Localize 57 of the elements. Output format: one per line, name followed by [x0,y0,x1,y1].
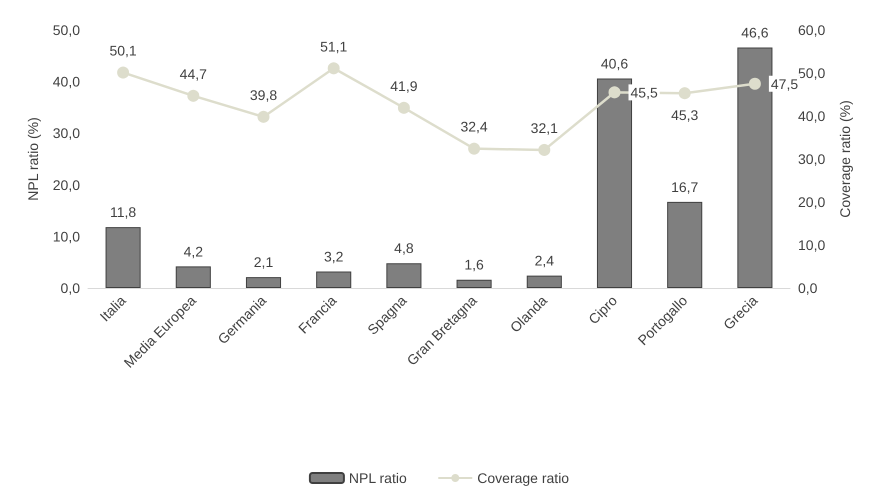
bar [246,277,282,288]
data-label: 40,6 [600,56,628,72]
bar [316,271,352,288]
data-label: 2,1 [254,254,274,270]
data-label: 45,3 [671,107,699,124]
y-tick-label: 10,0 [52,228,80,244]
data-label: 32,1 [530,120,558,136]
legend-label: NPL ratio [348,470,407,486]
bar [737,48,772,288]
point [258,110,270,123]
point [398,102,410,114]
y-tick-label: 30,0 [52,125,80,142]
y-tick-label: 20,0 [52,176,80,193]
data-label: 1,6 [464,256,484,273]
data-label: 3,2 [324,248,344,264]
y-tick-label: 40,0 [52,74,80,90]
data-label: 4,8 [394,240,414,256]
y-tick-label: 0,0 [60,280,80,296]
y2-tick-label: 10,0 [798,237,826,253]
bar [667,202,702,288]
data-label: 4,2 [184,243,204,260]
point [468,142,480,155]
data-label: 16,7 [671,178,699,195]
point [748,78,761,90]
data-label: 41,9 [390,78,418,94]
point [117,66,130,79]
y-tick-label: 50,0 [52,22,80,38]
legend-label: Coverage ratio [477,470,570,486]
data-label: 45,5 [630,84,658,100]
data-label: 50,1 [109,42,137,59]
data-label: 39,8 [250,86,278,103]
data-label: 32,4 [460,118,488,135]
data-label: 2,4 [534,252,554,269]
y2-tick-label: 50,0 [798,65,826,81]
bar [386,263,422,288]
point [678,87,691,100]
data-label: 51,1 [320,38,348,54]
y2-tick-label: 20,0 [798,194,826,210]
point [538,144,550,156]
y2-tick-label: 60,0 [798,22,826,38]
point [328,62,340,74]
bar [596,78,632,288]
point [608,86,620,98]
data-label: 46,6 [741,24,769,41]
y-axis-title: NPL ratio (%) [25,117,41,201]
data-label: 44,7 [180,66,208,82]
data-label: 11,8 [110,204,136,220]
y2-tick-label: 30,0 [798,151,826,167]
point [187,90,200,102]
y2-axis-title: Coverage ratio (%) [837,100,853,218]
y2-tick-label: 40,0 [798,108,826,124]
bar [526,276,562,288]
bar [106,227,141,288]
bar [456,280,492,288]
y2-tick-label: 0,0 [798,280,818,296]
bar [176,266,211,288]
data-label: 47,5 [770,76,798,92]
